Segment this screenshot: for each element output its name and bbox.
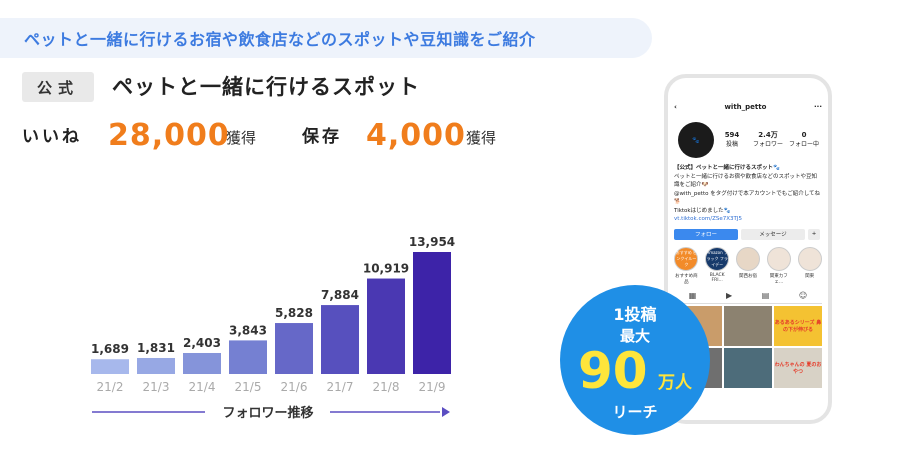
badge-unit: 万人 [658,373,692,393]
x-tick-label: 21/9 [419,380,446,394]
bar-21-2 [91,359,129,374]
x-axis-label: フォロワー推移 [222,405,313,421]
more-icon[interactable]: ··· [814,103,822,111]
likes-unit: 獲得 [226,129,257,147]
reach-badge: 1投稿 最大 90 万人 リーチ [560,285,710,435]
profile-bio: 【公式】ペットと一緒に行けるスポット🐾 ペットと一緒に行けるお宿や飲食店などのス… [674,165,821,222]
bar-21-6 [275,323,313,374]
highlight-label: 関東カフェ... [769,273,788,285]
saves-value: 4,000 [366,118,466,153]
suggest-icon[interactable]: + [808,228,820,240]
bar-value-label: 1,689 [91,342,129,356]
tagged-icon[interactable]: ☺ [798,290,808,300]
bar-21-5 [229,340,267,374]
bar-21-9 [413,252,451,374]
official-tag: 公式 [22,72,94,102]
grid-icon[interactable]: ▦ [688,290,697,300]
x-tick-label: 21/6 [281,380,308,394]
post-thumbnail[interactable] [724,347,772,388]
x-tick-label: 21/2 [97,380,124,394]
intro-banner: ペットと一緒に行けるお宿や飲食店などのスポットや豆知識をご紹介 [0,18,652,58]
badge-line1: 1投稿 [613,305,657,324]
highlight-circle: おすすめ ピンクイルーク [674,246,699,271]
badge-line4: リーチ [612,403,658,421]
badge-line2: 最大 [619,327,650,345]
bio-link[interactable]: vt.tiktok.com/ZSe7X3TJ5 [674,216,742,222]
account-name: ペットと一緒に行けるスポット [112,75,420,99]
saves-unit: 獲得 [466,129,497,147]
phone-mockup: ‹ with_petto ··· 🐾 594 投稿 2.4万 フォロワー 0 フォロー… [664,74,832,424]
post-thumbnail[interactable]: あるあるシリーズ 鼻の下が伸びる [774,305,822,346]
bar-value-label: 1,831 [137,341,175,355]
highlight-label: 関西お宿 [738,273,757,279]
highlight-circle [797,246,822,271]
following-count: 0 フォロー中 [788,131,819,148]
bar-value-label: 3,843 [229,323,267,337]
likes-value: 28,000 [108,118,230,153]
highlight-label: BLACK FRI... [709,272,725,283]
post-thumbnail[interactable] [724,305,772,346]
profile-username: with_petto [724,103,767,111]
bar-value-label: 7,884 [321,288,359,302]
bar-value-label: 5,828 [275,306,313,320]
highlight-circle: Amazon ブラック フライデー [705,246,730,271]
intro-banner-text: ペットと一緒に行けるお宿や飲食店などのスポットや豆知識をご紹介 [24,30,536,49]
highlight-circle [735,246,760,271]
likes-label: いいね [22,127,82,147]
highlight-item[interactable]: 関西お宿 [735,246,761,285]
back-icon[interactable]: ‹ [674,103,677,111]
posts-count: 594 投稿 [724,131,740,148]
saves-label: 保存 [302,127,342,147]
highlight-circle [766,246,791,271]
x-tick-label: 21/8 [373,380,400,394]
arrow-right-icon [442,407,450,417]
bar-value-label: 2,403 [183,336,221,350]
bar-21-3 [137,357,175,374]
x-tick-label: 21/5 [235,380,262,394]
guide-icon[interactable]: ▤ [761,290,770,300]
highlight-label: おすすめ商品 [675,273,698,285]
bar-21-7 [321,305,359,374]
highlight-label: 関東 [805,273,815,279]
bar-21-8 [367,278,405,374]
x-tick-label: 21/3 [143,380,170,394]
bar-21-4 [183,352,221,374]
follower-growth-chart: 1,689 21/2 1,831 21/3 2,403 21/4 3,843 21/5 5,82… [91,235,455,421]
highlight-item[interactable]: 関東カフェ... [766,246,791,285]
story-highlights: おすすめ ピンクイルーク おすすめ商品 Amazon ブラック フライデー BLACK… [674,246,822,285]
highlight-item[interactable]: 関東 [797,246,822,285]
message-button[interactable]: メッセージ [741,228,805,240]
avatar: 🐾 [678,122,714,158]
bar-value-label: 10,919 [363,262,409,276]
highlight-item[interactable]: おすすめ ピンクイルークおすすめ商品 [674,246,699,285]
follow-button[interactable]: フォロー [674,228,738,240]
followers-count: 2.4万 フォロワー [752,131,783,148]
highlight-item[interactable]: Amazon ブラック フライデー BLACK FRI... [705,246,730,285]
reels-icon[interactable]: ▶ [725,290,733,300]
badge-number: 90 [578,342,648,400]
x-tick-label: 21/4 [189,380,216,394]
bar-value-label: 13,954 [409,235,455,249]
post-thumbnail[interactable]: わんちゃんの 夏のおやつ [774,347,822,388]
x-tick-label: 21/7 [327,380,354,394]
